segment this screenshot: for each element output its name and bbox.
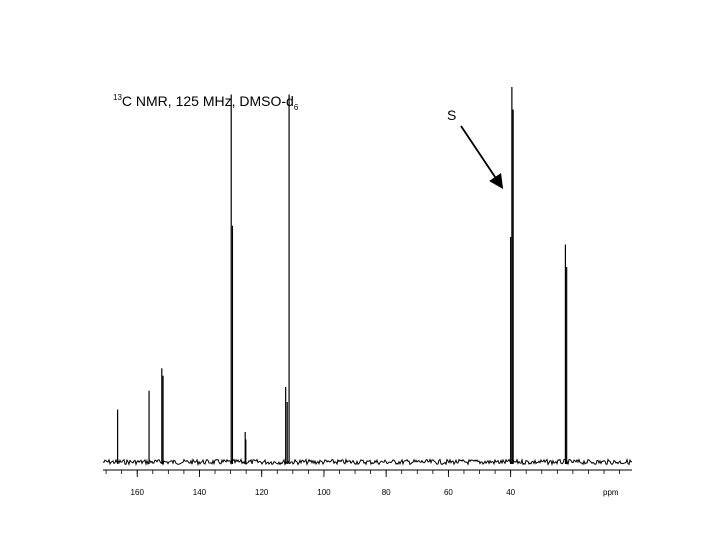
x-tick-label: 60: [444, 488, 453, 497]
title-isotope-mass: 13: [113, 93, 122, 102]
spectrum-title: 13C NMR, 125 MHz, DMSO-d6: [113, 93, 299, 112]
title-subscript: 6: [294, 103, 299, 112]
solvent-annotation-label: S: [447, 107, 456, 123]
x-axis-label: ppm: [603, 488, 619, 497]
spectrum-peaks: [117, 87, 568, 464]
x-tick-label: 80: [382, 488, 391, 497]
solvent-arrow: [460, 125, 504, 189]
title-main-text: C NMR, 125 MHz, DMSO-d: [122, 93, 294, 109]
x-tick-label: 120: [255, 488, 269, 497]
x-tick-label: 100: [317, 488, 331, 497]
x-axis-minor-ticks: [105, 470, 620, 474]
spectrum-baseline: [102, 457, 633, 467]
x-tick-label: 40: [506, 488, 515, 497]
x-tick-label: 140: [193, 488, 207, 497]
x-axis-major-ticks: 160 140 120 100 80 60 40: [131, 470, 516, 497]
x-tick-label: 160: [131, 488, 145, 497]
